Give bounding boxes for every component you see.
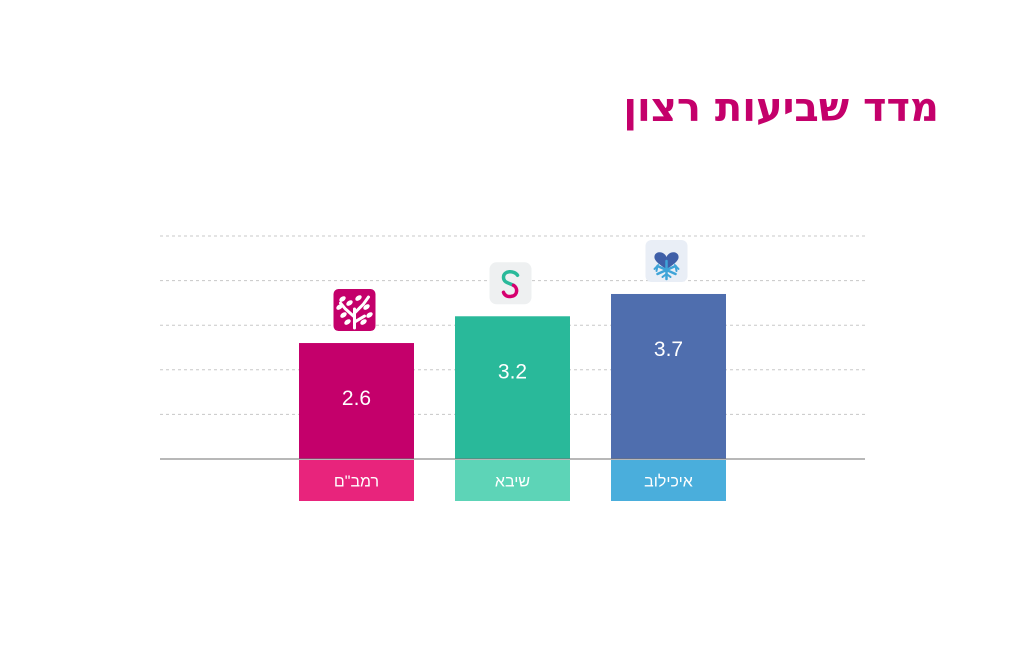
hospital-logos <box>333 239 688 332</box>
ichilov-heart-logo-icon <box>645 239 688 282</box>
sheba-s-logo-icon <box>489 262 532 305</box>
category-labels: רמב"ם שיבא איכילוב <box>299 460 726 501</box>
bar-value-label: 3.2 <box>498 360 527 383</box>
category-label-box <box>611 460 726 501</box>
bar <box>611 293 726 459</box>
bar-value-label: 2.6 <box>342 387 371 410</box>
category-label: איכילוב <box>644 473 693 491</box>
category-label: שיבא <box>495 474 530 491</box>
category-label-box <box>455 460 570 501</box>
rambam-tree-logo-icon <box>333 289 376 332</box>
bars: 2.6 3.2 3.7 <box>299 293 726 459</box>
category-label-box <box>299 460 414 501</box>
bar <box>299 343 414 459</box>
bar <box>455 316 570 459</box>
chart-title: מדד שביעות רצון <box>623 85 939 131</box>
bar-value-label: 3.7 <box>654 338 683 361</box>
category-label: רמב"ם <box>334 474 379 491</box>
